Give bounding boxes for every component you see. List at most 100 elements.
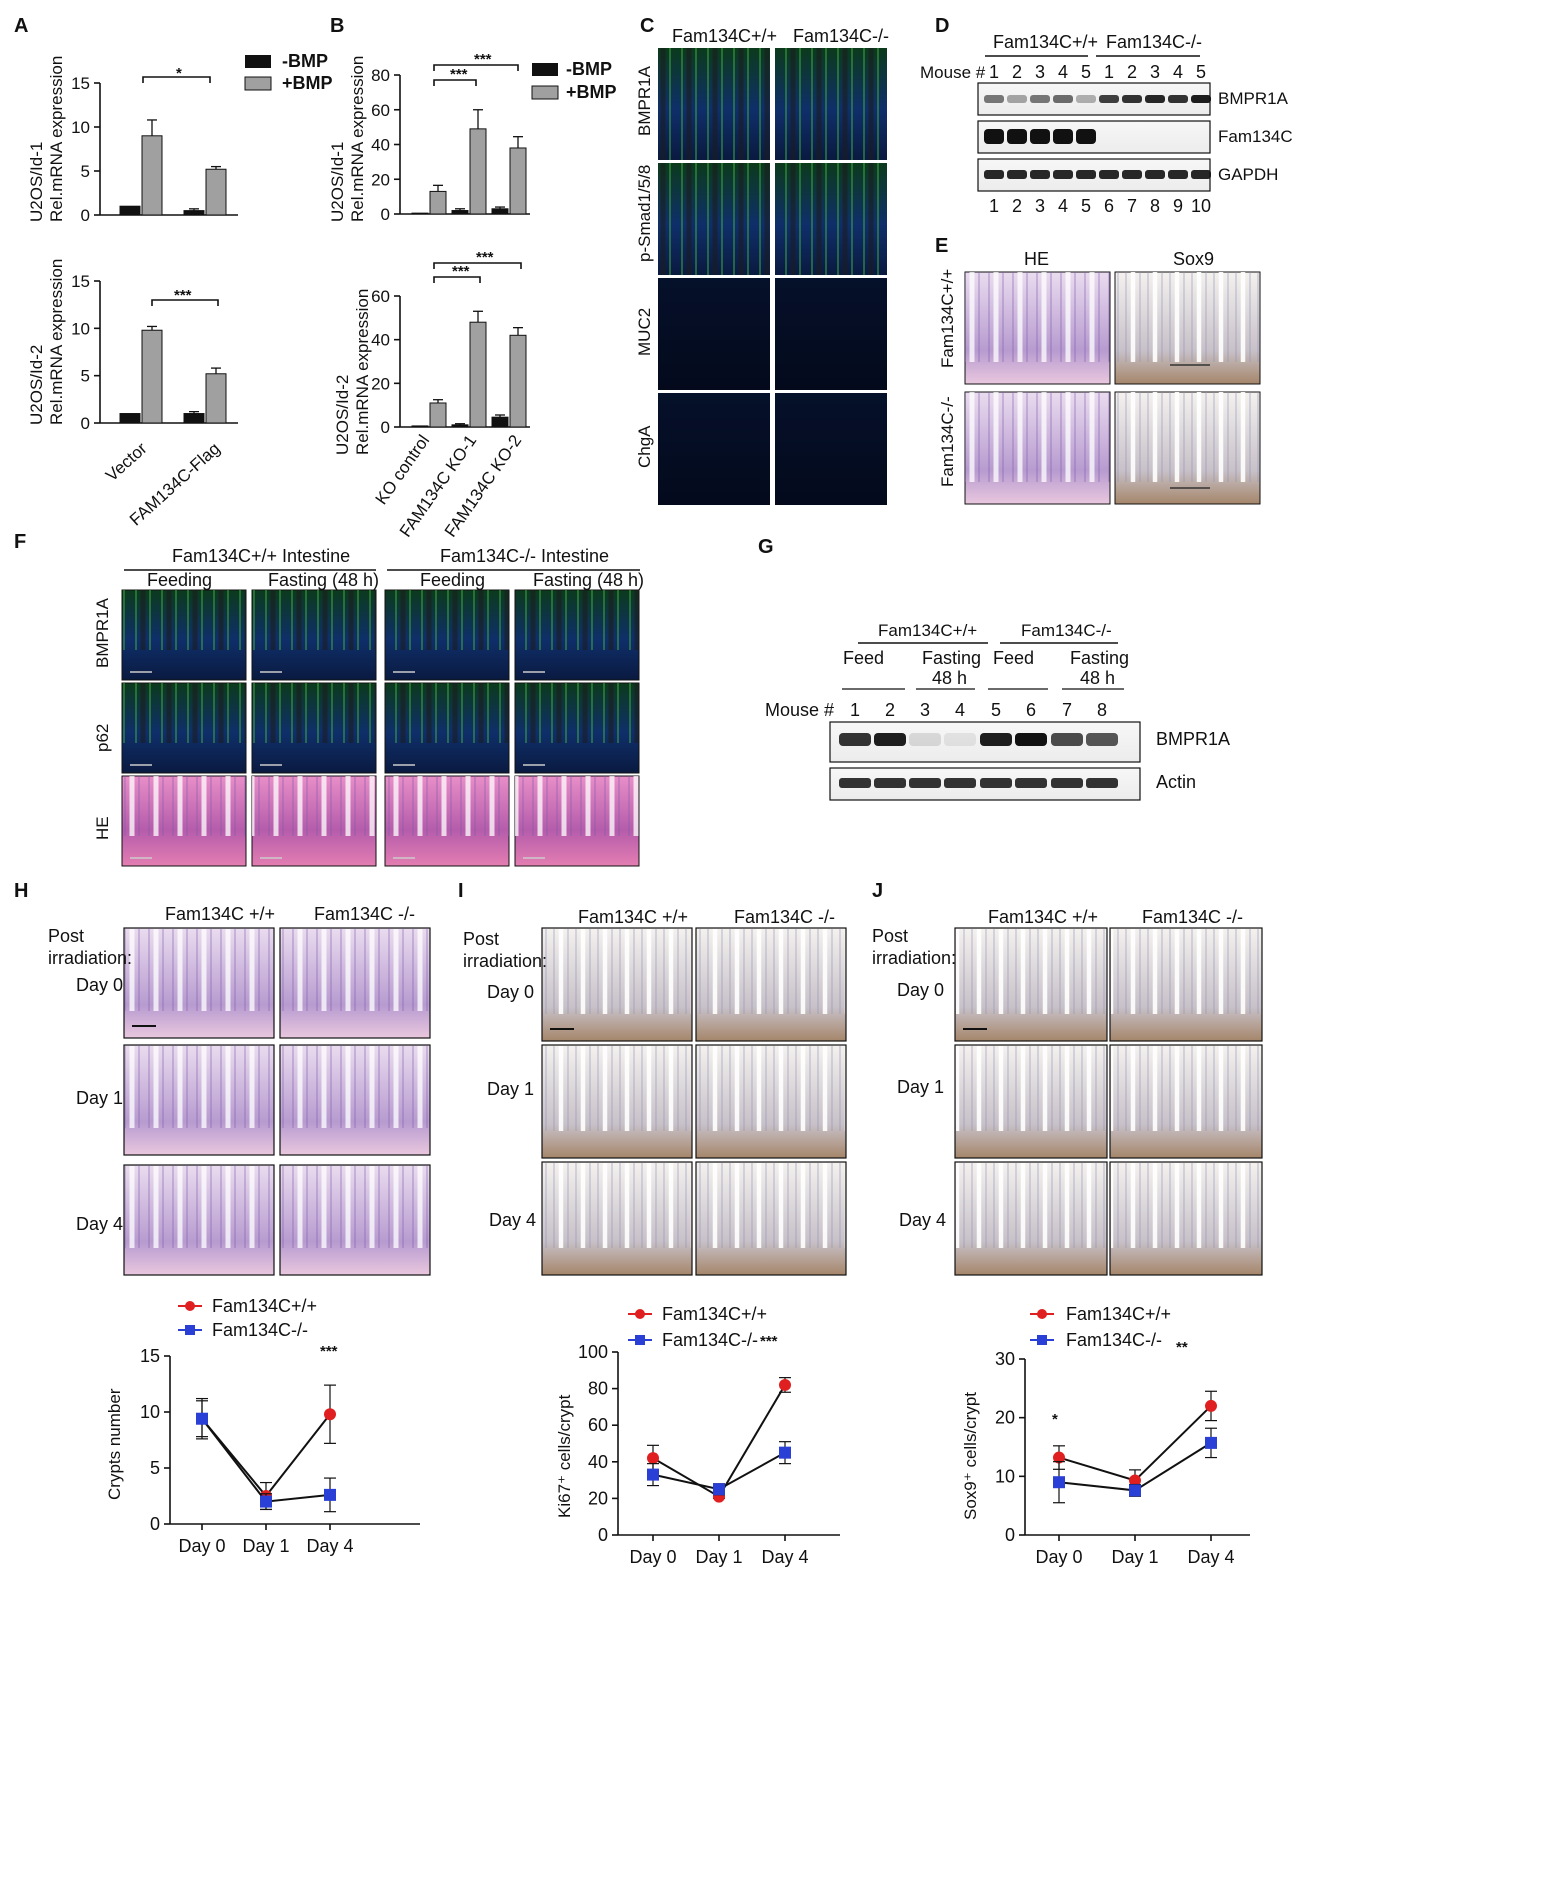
panel-d-mouse-num-8: 4 — [1173, 62, 1183, 82]
panel-d-mouse-label: Mouse # — [920, 63, 986, 82]
panel-g-feed-wt: Feed — [843, 648, 884, 668]
panel-b-top-bar-1-0 — [451, 210, 469, 215]
panel-i-xtick-label-0: Day 0 — [629, 1547, 676, 1567]
panel-h-ytick-label-3: 15 — [140, 1346, 160, 1366]
panel-b-legend: -BMP +BMP — [531, 59, 617, 102]
panel-b-top-ytick-label-4: 80 — [371, 66, 390, 85]
panel-d-band-gapdh-7 — [1145, 170, 1165, 179]
legend-j-ko-marker — [1037, 1335, 1047, 1345]
panel-b-bottom-bar-2-0 — [491, 416, 509, 428]
panel-label-c: C — [640, 15, 654, 37]
legend-h-ko-marker — [185, 1325, 195, 1335]
panel-label-a: A — [14, 15, 28, 37]
panel-d-band-fam134c: Fam134C — [1218, 127, 1293, 146]
panel-h-col-ko: Fam134C -/- — [314, 904, 415, 924]
panel-f-cond-1: Feeding — [147, 570, 212, 590]
panel-f-img-texture-1-2 — [385, 683, 509, 743]
panel-f-img-texture-0-0 — [122, 590, 246, 650]
panel-a-top-bar-1-1 — [205, 168, 227, 216]
panel-f-img-texture-0-2 — [385, 590, 509, 650]
panel-b-sig-4: *** — [452, 263, 470, 280]
panel-h: H Fam134C +/+ Fam134C -/- Post irradiati… — [14, 880, 420, 1556]
panel-label-e: E — [935, 235, 948, 257]
panel-c-img-psmad-ko-texture — [775, 163, 887, 275]
panel-d-mouse-num-2: 3 — [1035, 62, 1045, 82]
panel-b-bottom-ytick-label-0: 0 — [381, 418, 390, 437]
panel-g-band-bmpr1a-7 — [1086, 733, 1118, 746]
panel-g-group-ko: Fam134C-/- — [1021, 621, 1112, 640]
panel-d-mouse-num-4: 5 — [1081, 62, 1091, 82]
panel-e-row-wt: Fam134C+/+ — [938, 269, 957, 368]
panel-d-lane-num-5: 6 — [1104, 196, 1114, 216]
panel-c-img-bmpr1a-ko-texture — [775, 48, 887, 160]
panel-a: A -BMP +BMP U2OS/Id-1 Rel.mRNA expressio… — [14, 15, 333, 529]
panel-d-band-bmpr1a-9 — [1191, 95, 1211, 103]
panel-f-cond-4: Fasting (48 h) — [533, 570, 644, 590]
legend-plus-bmp: +BMP — [282, 73, 333, 93]
panel-e-col-sox9: Sox9 — [1173, 249, 1214, 269]
panel-d-lane-num-4: 5 — [1081, 196, 1091, 216]
legend-swatch-plus-bmp — [244, 76, 272, 91]
panel-c-col-wt: Fam134C+/+ — [672, 26, 777, 46]
panel-b-sig-3: *** — [476, 249, 494, 266]
panel-c-img-bmpr1a-wt-texture — [658, 48, 770, 160]
panel-i-col-ko: Fam134C -/- — [734, 907, 835, 927]
panel-h-ylabel: Crypts number — [105, 1388, 124, 1500]
panel-label-b: B — [330, 15, 344, 37]
panel-a-bottom-ytick-label-3: 15 — [71, 272, 90, 291]
panel-d-lane-numbers: 1 2 3 4 5 6 7 8 9 10 — [989, 196, 1211, 216]
legend-i-ko-marker — [635, 1335, 645, 1345]
panel-a-top-ytick-label-2: 10 — [71, 118, 90, 137]
panel-g-mouse-num-0: 1 — [850, 700, 860, 720]
panel-d-band-bmpr1a-8 — [1168, 95, 1188, 103]
panel-e-img-sox9-wt-texture — [1115, 272, 1260, 362]
panel-d-mouse-num-0: 1 — [989, 62, 999, 82]
panel-e: E HE Sox9 Fam134C+/+ Fam134C-/- — [935, 235, 1261, 505]
panel-g-fast-wt-b: 48 h — [932, 668, 967, 688]
panel-a-bottom-ytick-label-1: 5 — [81, 367, 90, 386]
legend-i-ko: Fam134C-/- — [662, 1330, 758, 1350]
panel-d-band-gapdh-8 — [1168, 170, 1188, 179]
panel-j-xtick-label-1: Day 1 — [1111, 1547, 1158, 1567]
panel-j-point-1-2 — [1205, 1436, 1217, 1449]
panel-d-group-wt: Fam134C+/+ — [993, 32, 1098, 52]
panel-f-row-bmpr1a: BMPR1A — [93, 597, 112, 668]
panel-i-sig: *** — [760, 1333, 778, 1350]
panel-j-day4: Day 4 — [899, 1210, 946, 1230]
panel-h-ytick-label-0: 0 — [150, 1514, 160, 1534]
panel-h-xtick-label-0: Day 0 — [178, 1536, 225, 1556]
panel-d-band-bmpr1a-1 — [1007, 95, 1027, 103]
panel-j-point-1-0 — [1053, 1476, 1065, 1489]
panel-j-xtick-label-0: Day 0 — [1035, 1547, 1082, 1567]
panel-d-lane-num-9: 10 — [1191, 196, 1211, 216]
panel-a-top-ylabel-2: Rel.mRNA expression — [47, 56, 66, 222]
panel-g-band-bmpr1a-2 — [909, 733, 941, 746]
legend-i-wt: Fam134C+/+ — [662, 1304, 767, 1324]
panel-a-xcat-vector: Vector — [102, 439, 151, 486]
panel-b-bottom-ylabel-1: U2OS/Id-2 — [333, 375, 352, 455]
panel-b-top-ylabel-2: Rel.mRNA expression — [348, 56, 367, 222]
panel-d-band-bmpr1a-5 — [1099, 95, 1119, 103]
legend-minus-bmp: -BMP — [282, 51, 328, 71]
panel-i-ytick-label-2: 40 — [588, 1452, 608, 1472]
panel-b-bottom-bar-1-1 — [469, 321, 487, 428]
panel-f-img-texture-2-3 — [515, 776, 639, 836]
panel-a-bottom-chart: 0 5 10 15 — [71, 272, 238, 433]
panel-a-bottom-sig: *** — [174, 287, 192, 304]
panel-j-ytick-label-2: 20 — [995, 1408, 1015, 1428]
panel-a-bottom-ytick-label-0: 0 — [81, 414, 90, 433]
panel-d-band-gapdh-6 — [1122, 170, 1142, 179]
panel-g-band-bmpr1a: BMPR1A — [1156, 729, 1230, 749]
panel-c-images — [658, 48, 887, 505]
panel-i-img-texture-0-0 — [543, 929, 691, 1014]
panel-g-band-actin-6 — [1051, 778, 1083, 788]
panel-h-img-texture-0-1 — [281, 929, 429, 1011]
panel-e-row-ko: Fam134C-/- — [938, 396, 957, 487]
panel-h-day4: Day 4 — [76, 1214, 123, 1234]
panel-i-img-texture-2-0 — [543, 1163, 691, 1248]
panel-a-top-ytick-label-0: 0 — [81, 206, 90, 225]
panel-g-band-actin-1 — [874, 778, 906, 788]
panel-g-band-bmpr1a-1 — [874, 733, 906, 746]
panel-a-legend: -BMP +BMP — [244, 51, 333, 93]
panel-b-top-ytick-label-3: 60 — [371, 101, 390, 120]
